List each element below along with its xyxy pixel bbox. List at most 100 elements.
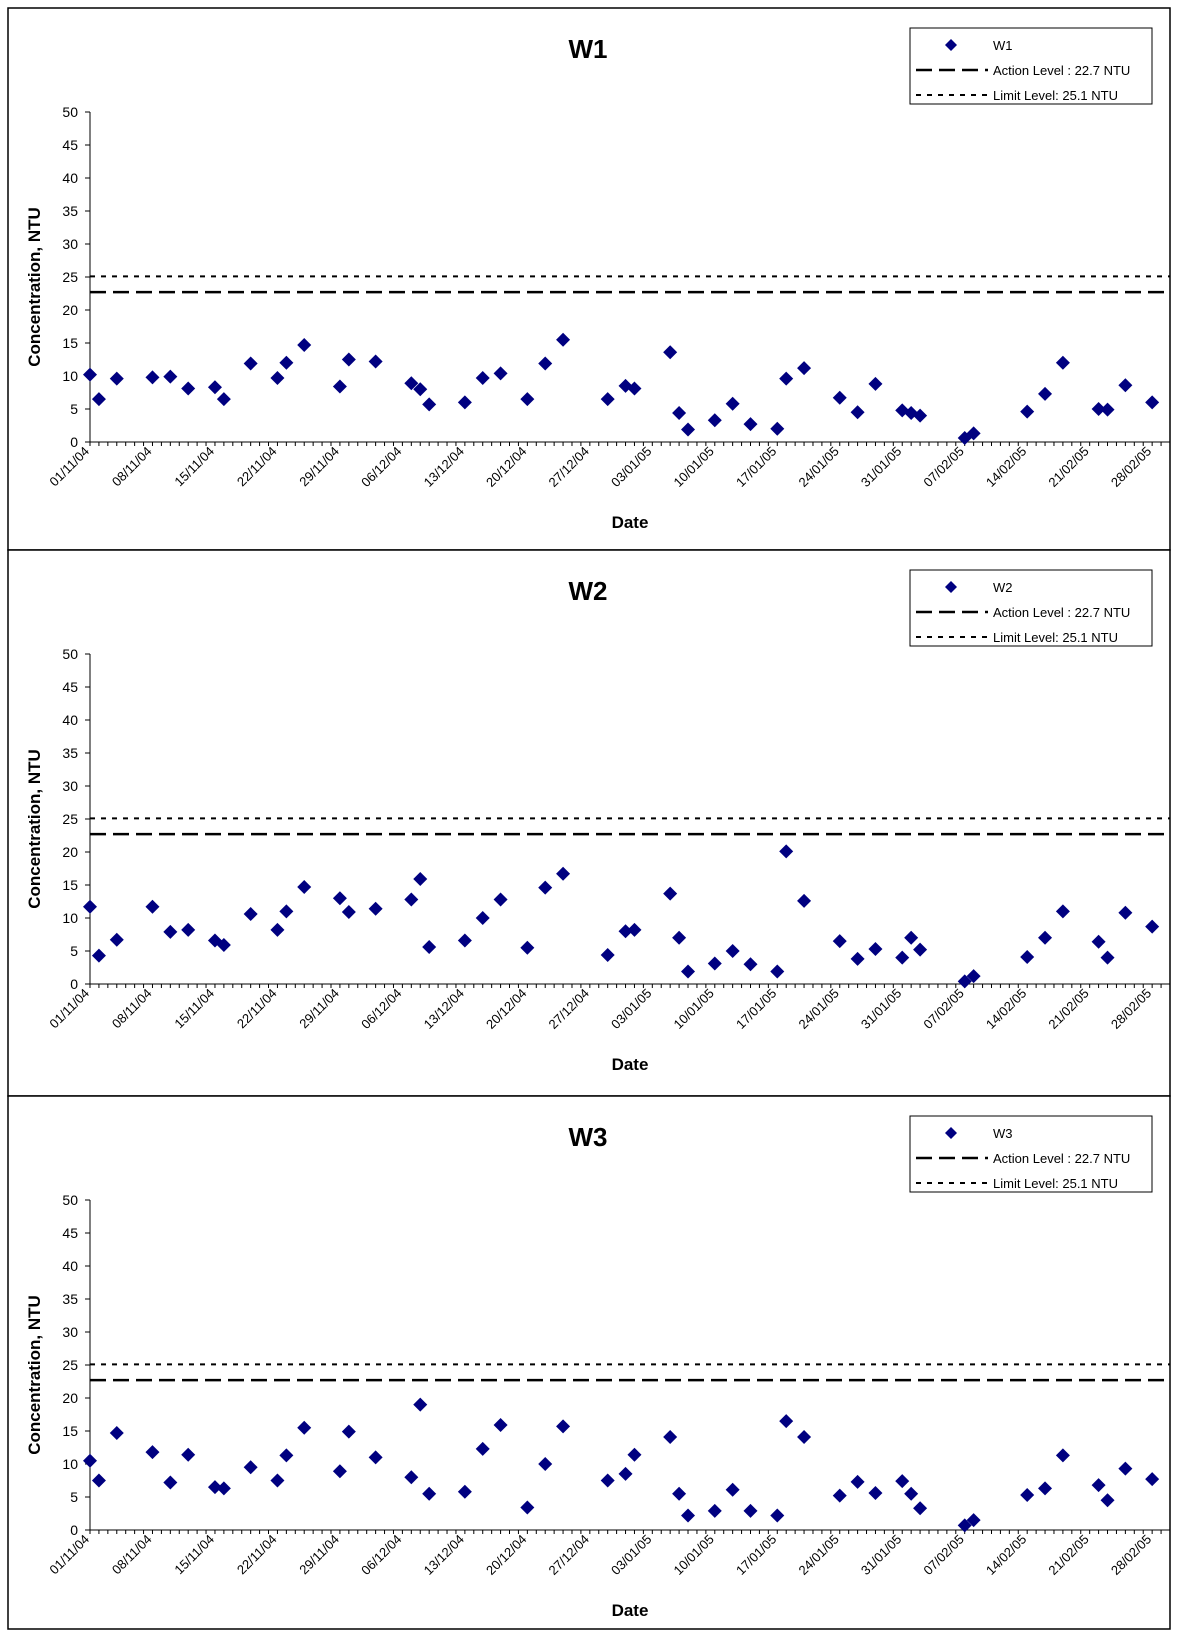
data-point: [850, 405, 865, 420]
legend: W1 Action Level : 22.7 NTU Limit Level: 25…: [909, 27, 1153, 105]
y-tick-label: 0: [70, 976, 78, 992]
data-point: [1020, 949, 1035, 964]
data-point: [145, 899, 160, 914]
data-point: [520, 392, 535, 407]
data-point: [966, 969, 981, 984]
y-axis-title: Concentration, NTU: [25, 749, 44, 909]
data-point: [243, 356, 258, 371]
data-point: [779, 1414, 794, 1429]
legend-label: Action Level : 22.7 NTU: [993, 1151, 1130, 1166]
x-axis-title: Date: [612, 1055, 649, 1074]
data-point: [216, 1481, 231, 1496]
data-point: [627, 1447, 642, 1462]
data-point: [797, 361, 812, 376]
data-point: [475, 1441, 490, 1456]
data-point: [145, 1445, 160, 1460]
data-point: [422, 397, 437, 412]
data-point: [297, 879, 312, 894]
data-point: [681, 422, 696, 437]
data-point: [1145, 919, 1160, 934]
y-tick-label: 15: [62, 335, 78, 351]
y-tick-label: 0: [70, 434, 78, 450]
data-point: [332, 891, 347, 906]
y-tick-label: 35: [62, 1291, 78, 1307]
data-point: [1118, 905, 1133, 920]
data-point: [270, 370, 285, 385]
data-point: [957, 1518, 972, 1533]
data-point: [181, 381, 196, 396]
data-point: [627, 381, 642, 396]
legend-label: W1: [993, 38, 1013, 53]
y-tick-label: 25: [62, 269, 78, 285]
data-point: [770, 1508, 785, 1523]
data-point: [556, 332, 571, 347]
data-point: [1091, 1478, 1106, 1493]
data-point: [904, 930, 919, 945]
y-tick-label: 45: [62, 1225, 78, 1241]
data-point: [422, 940, 437, 955]
data-point: [83, 367, 97, 382]
data-point: [475, 911, 490, 925]
y-tick-label: 20: [62, 844, 78, 860]
data-point: [895, 1474, 910, 1489]
data-point: [279, 904, 294, 919]
data-point: [91, 948, 106, 963]
y-tick-label: 30: [62, 236, 78, 252]
data-point: [672, 1486, 687, 1501]
data-point: [618, 1466, 633, 1481]
data-point: [404, 892, 419, 907]
data-point: [681, 964, 696, 979]
y-tick-label: 50: [62, 1192, 78, 1208]
data-point: [368, 354, 383, 369]
data-point: [1020, 404, 1035, 419]
data-point: [163, 1475, 178, 1490]
data-point: [538, 356, 553, 371]
data-point: [457, 395, 472, 410]
data-point: [913, 942, 928, 957]
data-point: [332, 1464, 347, 1479]
legend-label: W3: [993, 1126, 1013, 1141]
data-point: [163, 369, 178, 384]
y-tick-label: 25: [62, 1357, 78, 1373]
data-point: [743, 417, 758, 432]
data-point: [538, 880, 553, 895]
y-tick-label: 10: [62, 910, 78, 926]
data-point: [1055, 1448, 1070, 1463]
y-tick-label: 50: [62, 646, 78, 662]
data-point: [457, 933, 472, 948]
data-point: [1145, 1472, 1160, 1487]
data-point: [538, 1457, 553, 1471]
data-point: [600, 392, 615, 407]
legend-label: Action Level : 22.7 NTU: [993, 63, 1130, 78]
legend-label: Limit Level: 25.1 NTU: [993, 88, 1118, 103]
data-point: [1118, 378, 1133, 393]
legend-label: Limit Level: 25.1 NTU: [993, 1176, 1118, 1191]
data-point: [1038, 930, 1053, 945]
data-point: [1055, 355, 1070, 370]
y-tick-label: 30: [62, 778, 78, 794]
y-tick-label: 10: [62, 1456, 78, 1472]
data-point: [1118, 1461, 1133, 1476]
y-tick-label: 30: [62, 1324, 78, 1340]
data-point: [341, 1424, 356, 1439]
data-point: [207, 380, 222, 395]
data-point: [600, 1473, 615, 1488]
y-axis-title: Concentration, NTU: [25, 207, 44, 367]
data-point: [243, 907, 258, 922]
data-point: [707, 413, 722, 428]
data-point: [966, 1513, 981, 1528]
data-point: [1038, 386, 1053, 401]
data-point: [109, 371, 124, 386]
data-point: [413, 872, 428, 887]
data-point: [663, 1429, 678, 1444]
data-point: [91, 1473, 106, 1488]
data-point: [109, 932, 124, 947]
y-tick-label: 45: [62, 679, 78, 695]
data-point: [913, 1501, 928, 1516]
data-point: [627, 922, 642, 937]
y-tick-label: 40: [62, 1258, 78, 1274]
legend-label: Action Level : 22.7 NTU: [993, 605, 1130, 620]
